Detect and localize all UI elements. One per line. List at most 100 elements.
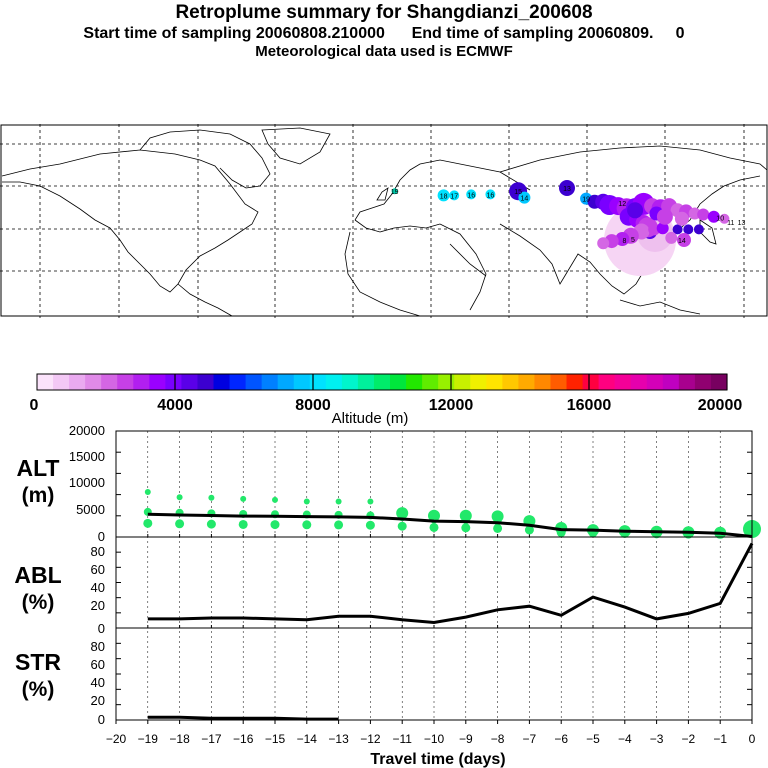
colorbar-tick: 16000 (567, 397, 612, 414)
plume-cluster-marker (693, 224, 704, 235)
plume-day-label: 19 (391, 189, 399, 196)
plume-cluster-marker (449, 190, 460, 201)
alt-cluster-dot (493, 523, 503, 533)
str-ytick: 80 (91, 639, 105, 654)
plume-cluster-marker (615, 232, 630, 246)
plume-clusters (391, 180, 730, 250)
alt-cluster-dot (524, 525, 534, 535)
x-tick-label: −10 (424, 732, 445, 746)
colorbar-cell (422, 374, 439, 390)
colorbar-cell (502, 374, 519, 390)
str-ytick: 20 (91, 693, 105, 708)
alt-ytick: 0 (98, 529, 105, 544)
alt-panel-unit: (m) (22, 484, 55, 507)
alt-cluster-dot (270, 520, 280, 530)
plume-cluster-marker (697, 208, 710, 221)
plume-cluster-marker (656, 208, 673, 225)
plume-cluster-marker (719, 213, 730, 224)
colorbar-cell (213, 374, 231, 390)
colorbar-cell (53, 374, 70, 390)
altitude-colorbar: 0 4000 8000 12000 16000 20000 Altitude (… (30, 373, 742, 427)
plume-cluster-marker (466, 189, 477, 200)
plume-day-label: 16 (487, 192, 495, 199)
colorbar-cell (357, 374, 375, 390)
colorbar-cell (486, 374, 503, 390)
colorbar-cell (598, 374, 616, 390)
plume-cluster-marker (677, 233, 691, 247)
alt-cluster-dot (175, 519, 185, 529)
colorbar-cell (165, 374, 183, 390)
colorbar-cell (229, 374, 247, 390)
coastlines (1, 127, 768, 317)
abl-ytick: 0 (98, 621, 105, 636)
plume-cluster-marker (665, 231, 678, 244)
colorbar-cell (373, 374, 391, 390)
sampling-times: Start time of sampling 20060808.210000 E… (0, 24, 768, 43)
x-tick-label: 0 (749, 732, 756, 746)
x-axis-label: Travel time (days) (370, 751, 505, 768)
x-tick-label: −12 (360, 732, 381, 746)
plume-day-label: 15 (514, 189, 522, 196)
colorbar-cell (197, 374, 215, 390)
x-tick-label: −18 (169, 732, 190, 746)
plume-day-label: 10 (716, 216, 724, 223)
colorbar-tick: 8000 (295, 397, 331, 414)
x-tick-label: −19 (138, 732, 159, 746)
colorbar-cell (325, 374, 343, 390)
colorbar-cell (309, 374, 327, 390)
colorbar-cell (277, 374, 295, 390)
abl-ytick: 80 (91, 544, 105, 559)
plume-day-label: 13 (738, 220, 746, 227)
plume-cluster-marker (437, 189, 450, 202)
plume-cluster-marker (559, 180, 575, 196)
str-line (147, 715, 339, 721)
colorbar-cell (710, 374, 728, 390)
colorbar-cell (37, 374, 54, 390)
colorbar-cell (678, 374, 696, 390)
plume-cluster-marker (485, 189, 496, 200)
title-block: Retroplume summary for Shangdianzi_20060… (0, 2, 768, 61)
alt-cluster-dot (240, 495, 247, 502)
abl-ytick: 40 (91, 580, 105, 595)
abl-ytick: 60 (91, 562, 105, 577)
x-tick-label: −11 (392, 732, 412, 746)
end-time: End time of sampling 20060809. 0 (411, 25, 685, 42)
abl-panel-unit: (%) (22, 591, 55, 614)
plume-day-label: 11 (727, 220, 734, 227)
alt-ytick: 10000 (69, 475, 105, 490)
colorbar-cell (454, 374, 471, 390)
x-tick-label: −20 (106, 732, 127, 746)
str-ytick: 0 (98, 712, 105, 727)
plume-cluster-marker (597, 237, 610, 250)
colorbar-cell (646, 374, 664, 390)
x-tick-label: −4 (618, 732, 632, 746)
alt-cluster-dot (303, 498, 310, 505)
colorbar-cell (406, 374, 423, 390)
met-data-label: Meteorological data used is ECMWF (255, 43, 513, 60)
colorbar-tick: 0 (30, 397, 39, 414)
plume-day-label: 12 (618, 201, 626, 208)
x-tick-label: −7 (523, 732, 537, 746)
colorbar-cell (245, 374, 263, 390)
colorbar-cell (694, 374, 712, 390)
x-tick-labels: −20 −19 −18 −17 −16 −15 −14 −13 −12 −11 −10 −9 −8 −7−… (106, 732, 756, 746)
plume-day-label: 13 (563, 186, 571, 193)
colorbar-cell (133, 374, 150, 390)
chart-title: Retroplume summary for Shangdianzi_20060… (175, 2, 593, 23)
alt-cluster-dot (397, 521, 407, 531)
str-panel-unit: (%) (22, 678, 55, 701)
colorbar-cell (69, 374, 86, 390)
x-tick-label: −8 (491, 732, 505, 746)
start-time: Start time of sampling 20060808.210000 (83, 25, 385, 42)
colorbar-dividers (174, 374, 590, 390)
plume-cluster-marker (683, 224, 694, 235)
alt-cluster-dot (429, 522, 439, 532)
x-tick-label: −17 (201, 732, 222, 746)
colorbar-cell (550, 374, 568, 390)
x-tick-label: −14 (297, 732, 318, 746)
alt-cluster-dot (335, 498, 342, 505)
colorbar-cell (534, 374, 552, 390)
alt-cluster-dot (206, 519, 216, 529)
alt-mean-line (147, 512, 753, 538)
